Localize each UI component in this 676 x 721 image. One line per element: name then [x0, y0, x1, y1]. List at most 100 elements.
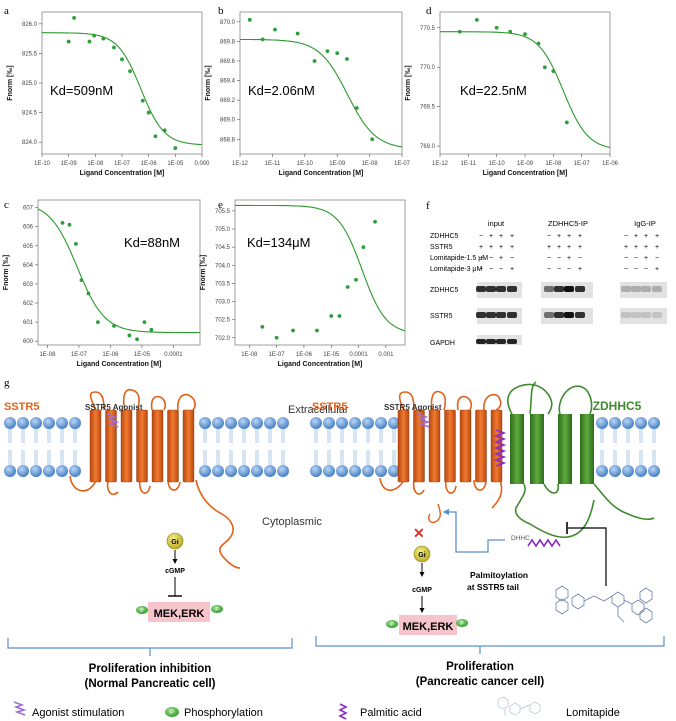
xlabel-b: Ligand Concentration [M]	[279, 170, 364, 177]
helix	[459, 409, 472, 483]
lipid-head	[375, 465, 387, 477]
bracket-left	[7, 638, 293, 649]
helix	[167, 409, 179, 483]
lipid-head	[30, 417, 42, 429]
data-point-d-0	[457, 29, 462, 34]
fit-curve-c	[37, 208, 200, 334]
blot-band-0-0-3	[507, 286, 517, 292]
lipid-head	[362, 417, 374, 429]
data-point-e-9	[373, 219, 377, 224]
data-point-d-4	[523, 32, 527, 36]
band-label-0: ZDHHC5	[430, 287, 458, 294]
blot-sign-2-0-2: +	[499, 255, 503, 262]
blot-sign-3-1-1: −	[557, 266, 561, 273]
lipid-head	[648, 465, 660, 477]
data-point-c-1	[67, 222, 72, 227]
data-point-b-2	[273, 27, 277, 32]
legend-lomitapide-label: Lomitapide	[566, 707, 620, 719]
blot-band-0-0-2	[496, 286, 506, 292]
data-point-e-1	[274, 335, 279, 340]
panel-letter-c: c	[4, 199, 9, 211]
ytick-a-4: 824.0	[22, 140, 38, 146]
legend-phospho-icon	[165, 707, 179, 717]
xtick-c-2: 1E-06	[102, 352, 119, 358]
lipid-head	[212, 417, 224, 429]
kd-label-d: Kd=22.5nM	[460, 83, 527, 98]
data-point-e-2	[291, 328, 295, 333]
chart-b: b 1E-12 1E-11 1E-10 1E-09 1E-08 1E-07 870.0 869.…	[205, 5, 411, 177]
cgmp-label-right: cGMP	[412, 587, 432, 594]
blot-sign-1-0-3: +	[510, 244, 514, 251]
blot-band-1-0-2	[496, 312, 506, 318]
xlabel-d: Ligand Concentration [M]	[483, 170, 568, 177]
data-point-a-8	[140, 98, 145, 103]
xtick-d-1: 1E-11	[461, 161, 477, 167]
lipid-head	[609, 417, 621, 429]
ytick-c-5: 602	[23, 301, 34, 307]
blot-sign-3-1-3: +	[578, 266, 582, 273]
blot-row-label-2: Lomitapide-1.5 μM	[430, 255, 488, 262]
data-point-e-8	[361, 245, 366, 250]
blot-sign-2-1-2: +	[567, 255, 571, 262]
xtick-e-4: 0.0001	[349, 352, 368, 358]
data-point-e-7	[354, 277, 358, 282]
blot-sign-1-2-3: +	[655, 244, 659, 251]
lipid-head	[336, 465, 348, 477]
fit-curve-e	[235, 204, 406, 332]
kinase-box-left	[148, 602, 210, 622]
kd-label-a: Kd=509nM	[50, 83, 113, 98]
ylabel-e: Fnorm [‰]	[200, 255, 207, 290]
mek-erk-label-left: MEK,ERK	[154, 608, 205, 620]
blot-sign-0-2-0: −	[624, 233, 628, 240]
ytick-b-4: 869.2	[220, 98, 236, 104]
lipid-head	[323, 417, 335, 429]
xtick-b-3: 1E-09	[329, 161, 346, 167]
data-point-c-4	[86, 291, 91, 296]
outcome-right-sub: (Pancreatic cancer cell)	[416, 676, 545, 688]
xtick-a-2: 1E-08	[87, 161, 104, 167]
fit-curve-d	[440, 31, 611, 149]
lipid-head	[635, 465, 647, 477]
outcome-left-sub: (Normal Pancreatic cell)	[84, 678, 215, 690]
blot-sign-0-2-1: +	[634, 233, 638, 240]
blot-sign-3-0-3: +	[510, 266, 514, 273]
xtick-e-0: 1E-08	[241, 352, 258, 358]
xlabel-a: Ligand Concentration [M]	[80, 170, 165, 177]
sstr5-receptor-right	[379, 390, 503, 509]
phospho-icon-right-2	[456, 619, 468, 627]
xtick-b-4: 1E-08	[362, 161, 379, 167]
outcome-right: Proliferation	[446, 661, 514, 673]
data-point-a-0	[66, 39, 71, 44]
ytick-b-0: 870.0	[220, 20, 236, 26]
lipid-head	[4, 417, 16, 429]
xtick-e-2: 1E-06	[296, 352, 313, 358]
xtick-c-4: 0.0001	[164, 352, 183, 358]
lipid-head	[596, 465, 608, 477]
blot-strip-0-2	[620, 282, 667, 298]
legend-lomitapide-icon	[497, 696, 541, 716]
ytick-d-2: 769.5	[420, 105, 436, 111]
data-point-e-0	[260, 324, 265, 329]
xtick-c-0: 1E-08	[39, 352, 56, 358]
gi-label-left: Gi	[171, 539, 178, 546]
lipid-head	[69, 417, 81, 429]
helix	[105, 409, 117, 483]
data-point-b-1	[260, 37, 265, 42]
blot-sign-2-1-1: −	[557, 255, 561, 262]
lipid-head	[277, 417, 289, 429]
blot-sign-1-1-2: +	[567, 244, 571, 251]
agonist-icon	[106, 413, 120, 428]
mek-erk-label-right: MEK,ERK	[403, 621, 454, 633]
ytick-e-1: 705.0	[215, 227, 231, 233]
data-point-c-0	[60, 220, 65, 225]
ytick-d-0: 770.5	[420, 26, 436, 32]
ylabel-a: Fnorm [‰]	[7, 65, 14, 100]
data-point-b-4	[312, 59, 317, 63]
ytick-e-2: 704.5	[215, 245, 231, 251]
blot-band-1-1-1	[554, 312, 564, 318]
blot-sign-0-0-2: +	[499, 233, 503, 240]
lipid-head	[238, 417, 250, 429]
legend-p-label: P	[170, 710, 174, 716]
blot-sign-0-1-0: −	[547, 233, 551, 240]
fit-curve-b	[240, 38, 403, 148]
